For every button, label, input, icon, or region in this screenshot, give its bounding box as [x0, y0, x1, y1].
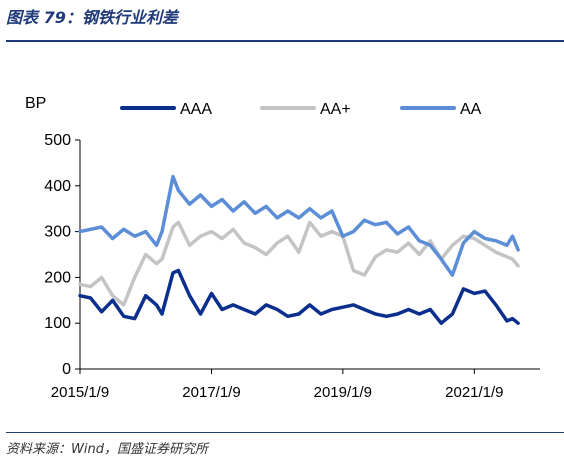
series-line-aaa	[78, 268, 520, 325]
series-line-aa-plus	[78, 220, 520, 307]
y-tick-label: 500	[44, 132, 71, 149]
chart-series	[78, 174, 520, 325]
y-tick-label: 400	[44, 178, 71, 195]
chart-legend: AAA AA+ AA	[120, 101, 482, 118]
source-rule	[6, 432, 564, 433]
x-tick-label: 2015/1/9	[51, 384, 109, 401]
title-rule	[6, 40, 564, 42]
y-tick-label: 200	[44, 269, 71, 286]
y-tick-label: 300	[44, 224, 71, 241]
x-tick-label: 2017/1/9	[182, 384, 240, 401]
legend-label-aa: AA	[460, 101, 482, 118]
x-tick-label: 2019/1/9	[314, 384, 372, 401]
chart-axes: 0 100 200 300 400 500 2015/1/9 2017/1/9 2019/1/9…	[25, 95, 540, 401]
x-tick-label: 2021/1/9	[445, 384, 503, 401]
legend-label-aa-plus: AA+	[320, 101, 351, 118]
series-line-aa	[78, 174, 520, 277]
source-note: 资料来源：Wind，国盛证券研究所	[6, 442, 208, 457]
y-axis-label: BP	[25, 95, 46, 112]
y-tick-label: 100	[44, 315, 71, 332]
figure-title: 图表 79：钢铁行业利差	[6, 8, 178, 27]
legend-label-aaa: AAA	[180, 101, 212, 118]
y-tick-label: 0	[62, 361, 71, 378]
